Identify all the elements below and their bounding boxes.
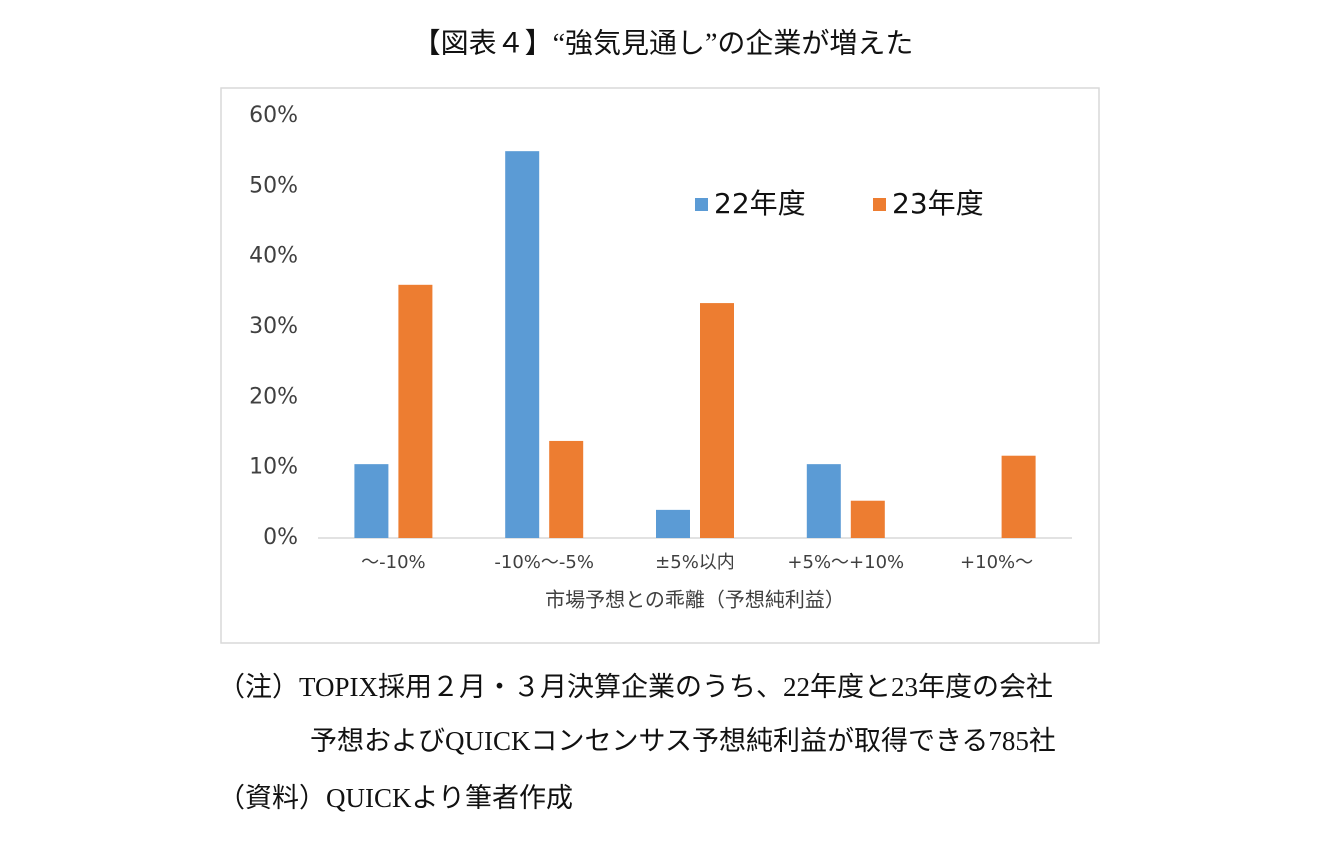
y-tick-label: 40% — [249, 244, 298, 269]
legend-swatch — [873, 198, 886, 211]
bar — [398, 284, 433, 538]
y-tick-label: 50% — [249, 173, 298, 198]
bar — [505, 151, 540, 538]
bar — [806, 464, 841, 538]
x-tick-label: ±5%以内 — [655, 552, 735, 573]
bar — [850, 500, 885, 538]
chart-title: 【図表４】“強気見通し”の企業が増えた — [413, 27, 914, 59]
note: （資料）QUICKより筆者作成 — [218, 783, 573, 813]
y-tick-label: 10% — [249, 455, 298, 480]
y-tick-label: 60% — [249, 103, 298, 128]
x-tick-label: +10%～ — [960, 552, 1033, 573]
chart-frame — [220, 87, 1100, 644]
x-axis-label: 市場予想との乖離（予想純利益） — [545, 588, 845, 612]
x-tick-label: +5%～+10% — [787, 552, 904, 573]
y-tick-label: 0% — [263, 525, 298, 550]
note: 予想およびQUICKコンセンサス予想純利益が取得できる785社 — [310, 726, 1056, 756]
legend-label: 22年度 — [714, 187, 806, 220]
bar — [700, 303, 734, 538]
y-tick-label: 20% — [249, 384, 298, 409]
bar — [1001, 455, 1036, 538]
bar — [549, 440, 584, 538]
x-tick-label: -10%～-5% — [494, 552, 594, 573]
bar — [354, 464, 389, 538]
legend-swatch — [695, 198, 708, 211]
x-tick-label: ～-10% — [361, 552, 426, 573]
legend-label: 23年度 — [892, 187, 984, 220]
bar — [656, 509, 690, 538]
note: （注）TOPIX採用２月・３月決算企業のうち、22年度と23年度の会社 — [218, 672, 1053, 702]
y-tick-label: 30% — [249, 314, 298, 339]
